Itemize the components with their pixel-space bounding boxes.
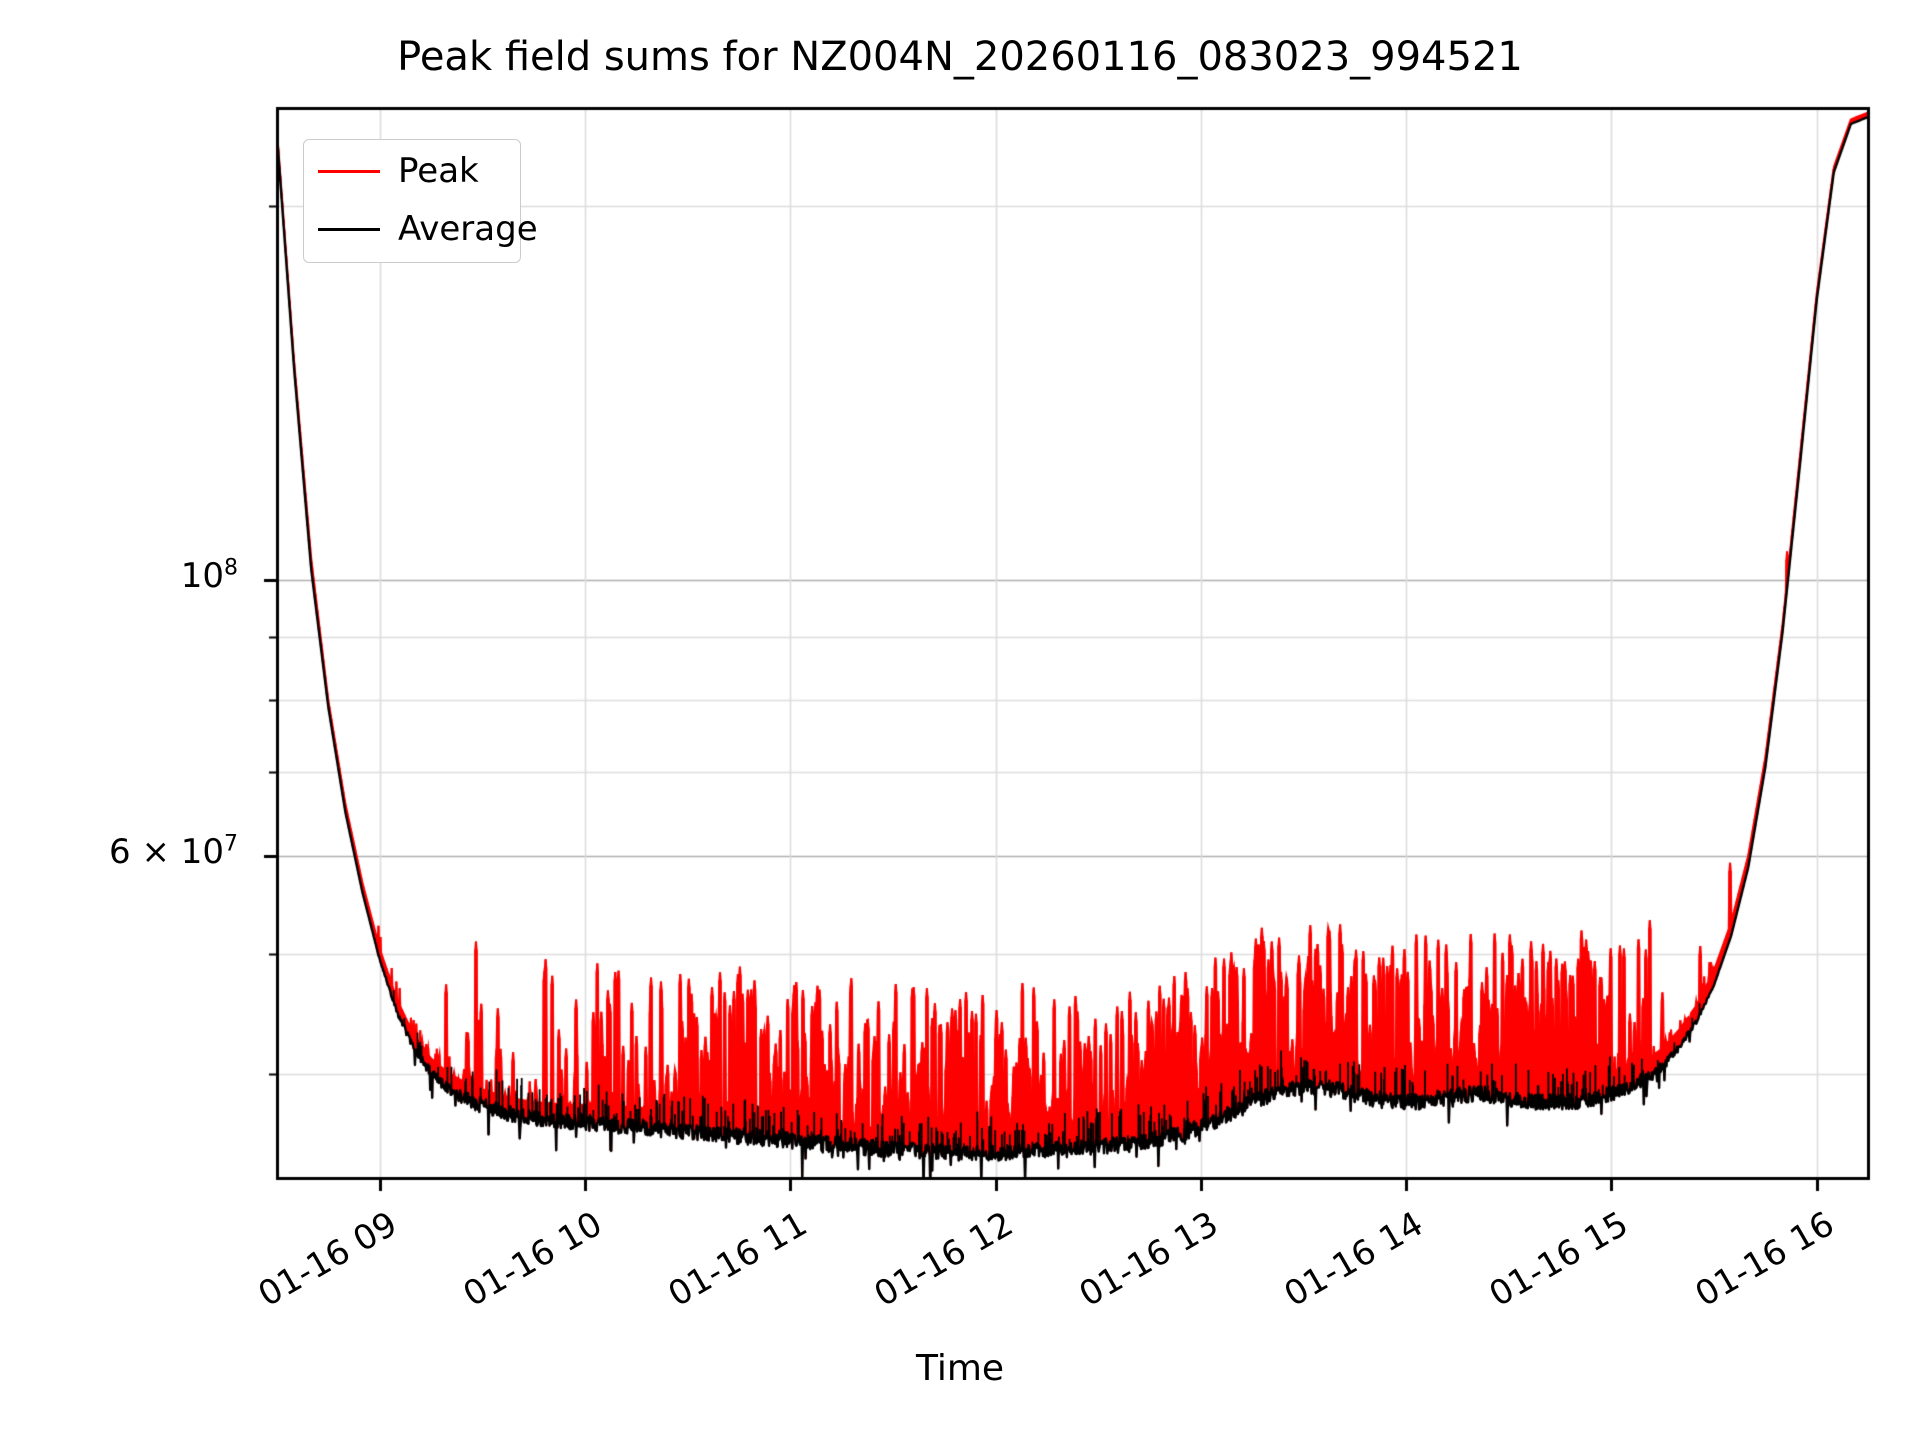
legend-color-swatch-average [318, 227, 380, 231]
x-axis-label: Time [915, 1348, 1005, 1389]
y-axis-tick-label: 6 × 107 [109, 831, 238, 872]
legend-label-average: Average [398, 209, 538, 249]
legend-label-peak: Peak [398, 151, 479, 191]
legend-color-swatch-peak [318, 169, 380, 173]
chart-legend: Peak Average [303, 139, 538, 263]
y-axis-label: ADU [0, 0, 50, 1440]
legend-item-peak[interactable]: Peak [304, 148, 520, 194]
legend-item-average[interactable]: Average [304, 206, 538, 252]
y-axis-tick-label: 108 [180, 555, 238, 597]
